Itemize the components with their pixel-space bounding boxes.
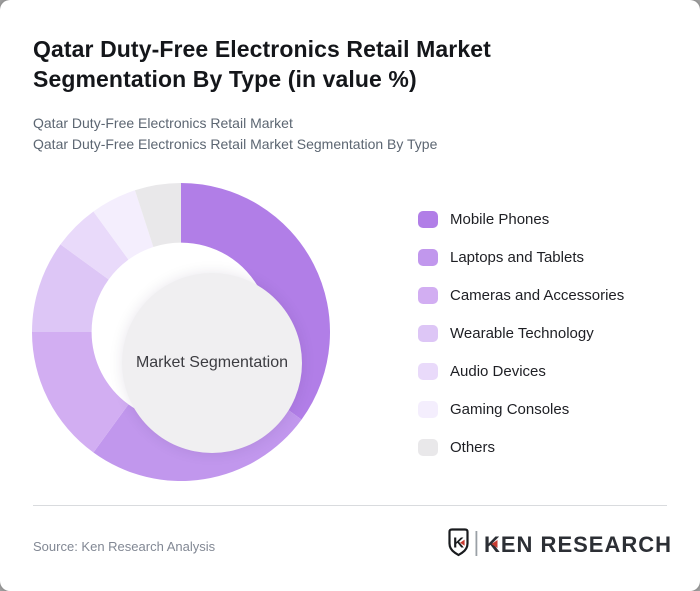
- ken-research-logo: K KEN RESEARCH: [448, 528, 672, 557]
- legend-label: Wearable Technology: [450, 324, 594, 342]
- donut-segment-wearable-technology[interactable]: [32, 244, 109, 332]
- legend-swatch-icon: [418, 248, 438, 266]
- legend-swatch-icon: [418, 324, 438, 342]
- logo-brand-triangle-icon: [491, 540, 498, 548]
- legend-label: Others: [450, 438, 496, 456]
- logo-brand-text: KEN RESEARCH: [484, 532, 672, 557]
- legend-label: Audio Devices: [450, 362, 546, 380]
- legend-swatch-icon: [418, 210, 438, 228]
- donut-center-label: Market Segmentation: [135, 354, 289, 371]
- legend-label: Laptops and Tablets: [450, 248, 584, 266]
- logo-badge-letter: K: [453, 535, 464, 552]
- legend-swatch-icon: [418, 400, 438, 418]
- subtitle-line-2: Qatar Duty-Free Electronics Retail Marke…: [33, 136, 438, 152]
- donut-center: Market Segmentation: [122, 273, 302, 453]
- page-title: Qatar Duty-Free Electronics Retail Marke…: [33, 36, 491, 92]
- logo-badge-triangle-icon: [460, 539, 465, 546]
- legend-item-cameras-and-accessories[interactable]: Cameras and Accessories: [418, 286, 624, 304]
- donut-segment-audio-devices[interactable]: [60, 211, 129, 280]
- legend-item-wearable-technology[interactable]: Wearable Technology: [418, 324, 624, 342]
- legend-item-mobile-phones[interactable]: Mobile Phones: [418, 210, 624, 228]
- legend-label: Gaming Consoles: [450, 400, 570, 418]
- legend: Mobile Phones Laptops and Tablets Cameras …: [418, 210, 624, 476]
- subtitle-line-1: Qatar Duty-Free Electronics Retail Marke…: [33, 115, 293, 131]
- source-text: Source: Ken Research Analysis: [33, 539, 216, 554]
- logo-shield-icon: [448, 528, 469, 557]
- legend-item-laptops-and-tablets[interactable]: Laptops and Tablets: [418, 248, 624, 266]
- donut-segment-cameras-and-accessories[interactable]: [32, 332, 129, 453]
- legend-label: Mobile Phones: [450, 210, 550, 228]
- legend-swatch-icon: [418, 438, 438, 456]
- footer-divider: [33, 505, 667, 506]
- legend-swatch-icon: [418, 362, 438, 380]
- subtitle-block: Qatar Duty-Free Electronics Retail Marke…: [33, 113, 653, 155]
- donut-chart-area: Market Segmentation: [32, 183, 330, 481]
- donut-segment-others[interactable]: [134, 183, 181, 247]
- legend-swatch-icon: [418, 286, 438, 304]
- legend-item-audio-devices[interactable]: Audio Devices: [418, 362, 624, 380]
- legend-item-others[interactable]: Others: [418, 438, 624, 456]
- donut-segment-gaming-consoles[interactable]: [93, 190, 154, 260]
- logo-separator: [475, 531, 478, 556]
- legend-label: Cameras and Accessories: [450, 286, 625, 304]
- legend-item-gaming-consoles[interactable]: Gaming Consoles: [418, 400, 624, 418]
